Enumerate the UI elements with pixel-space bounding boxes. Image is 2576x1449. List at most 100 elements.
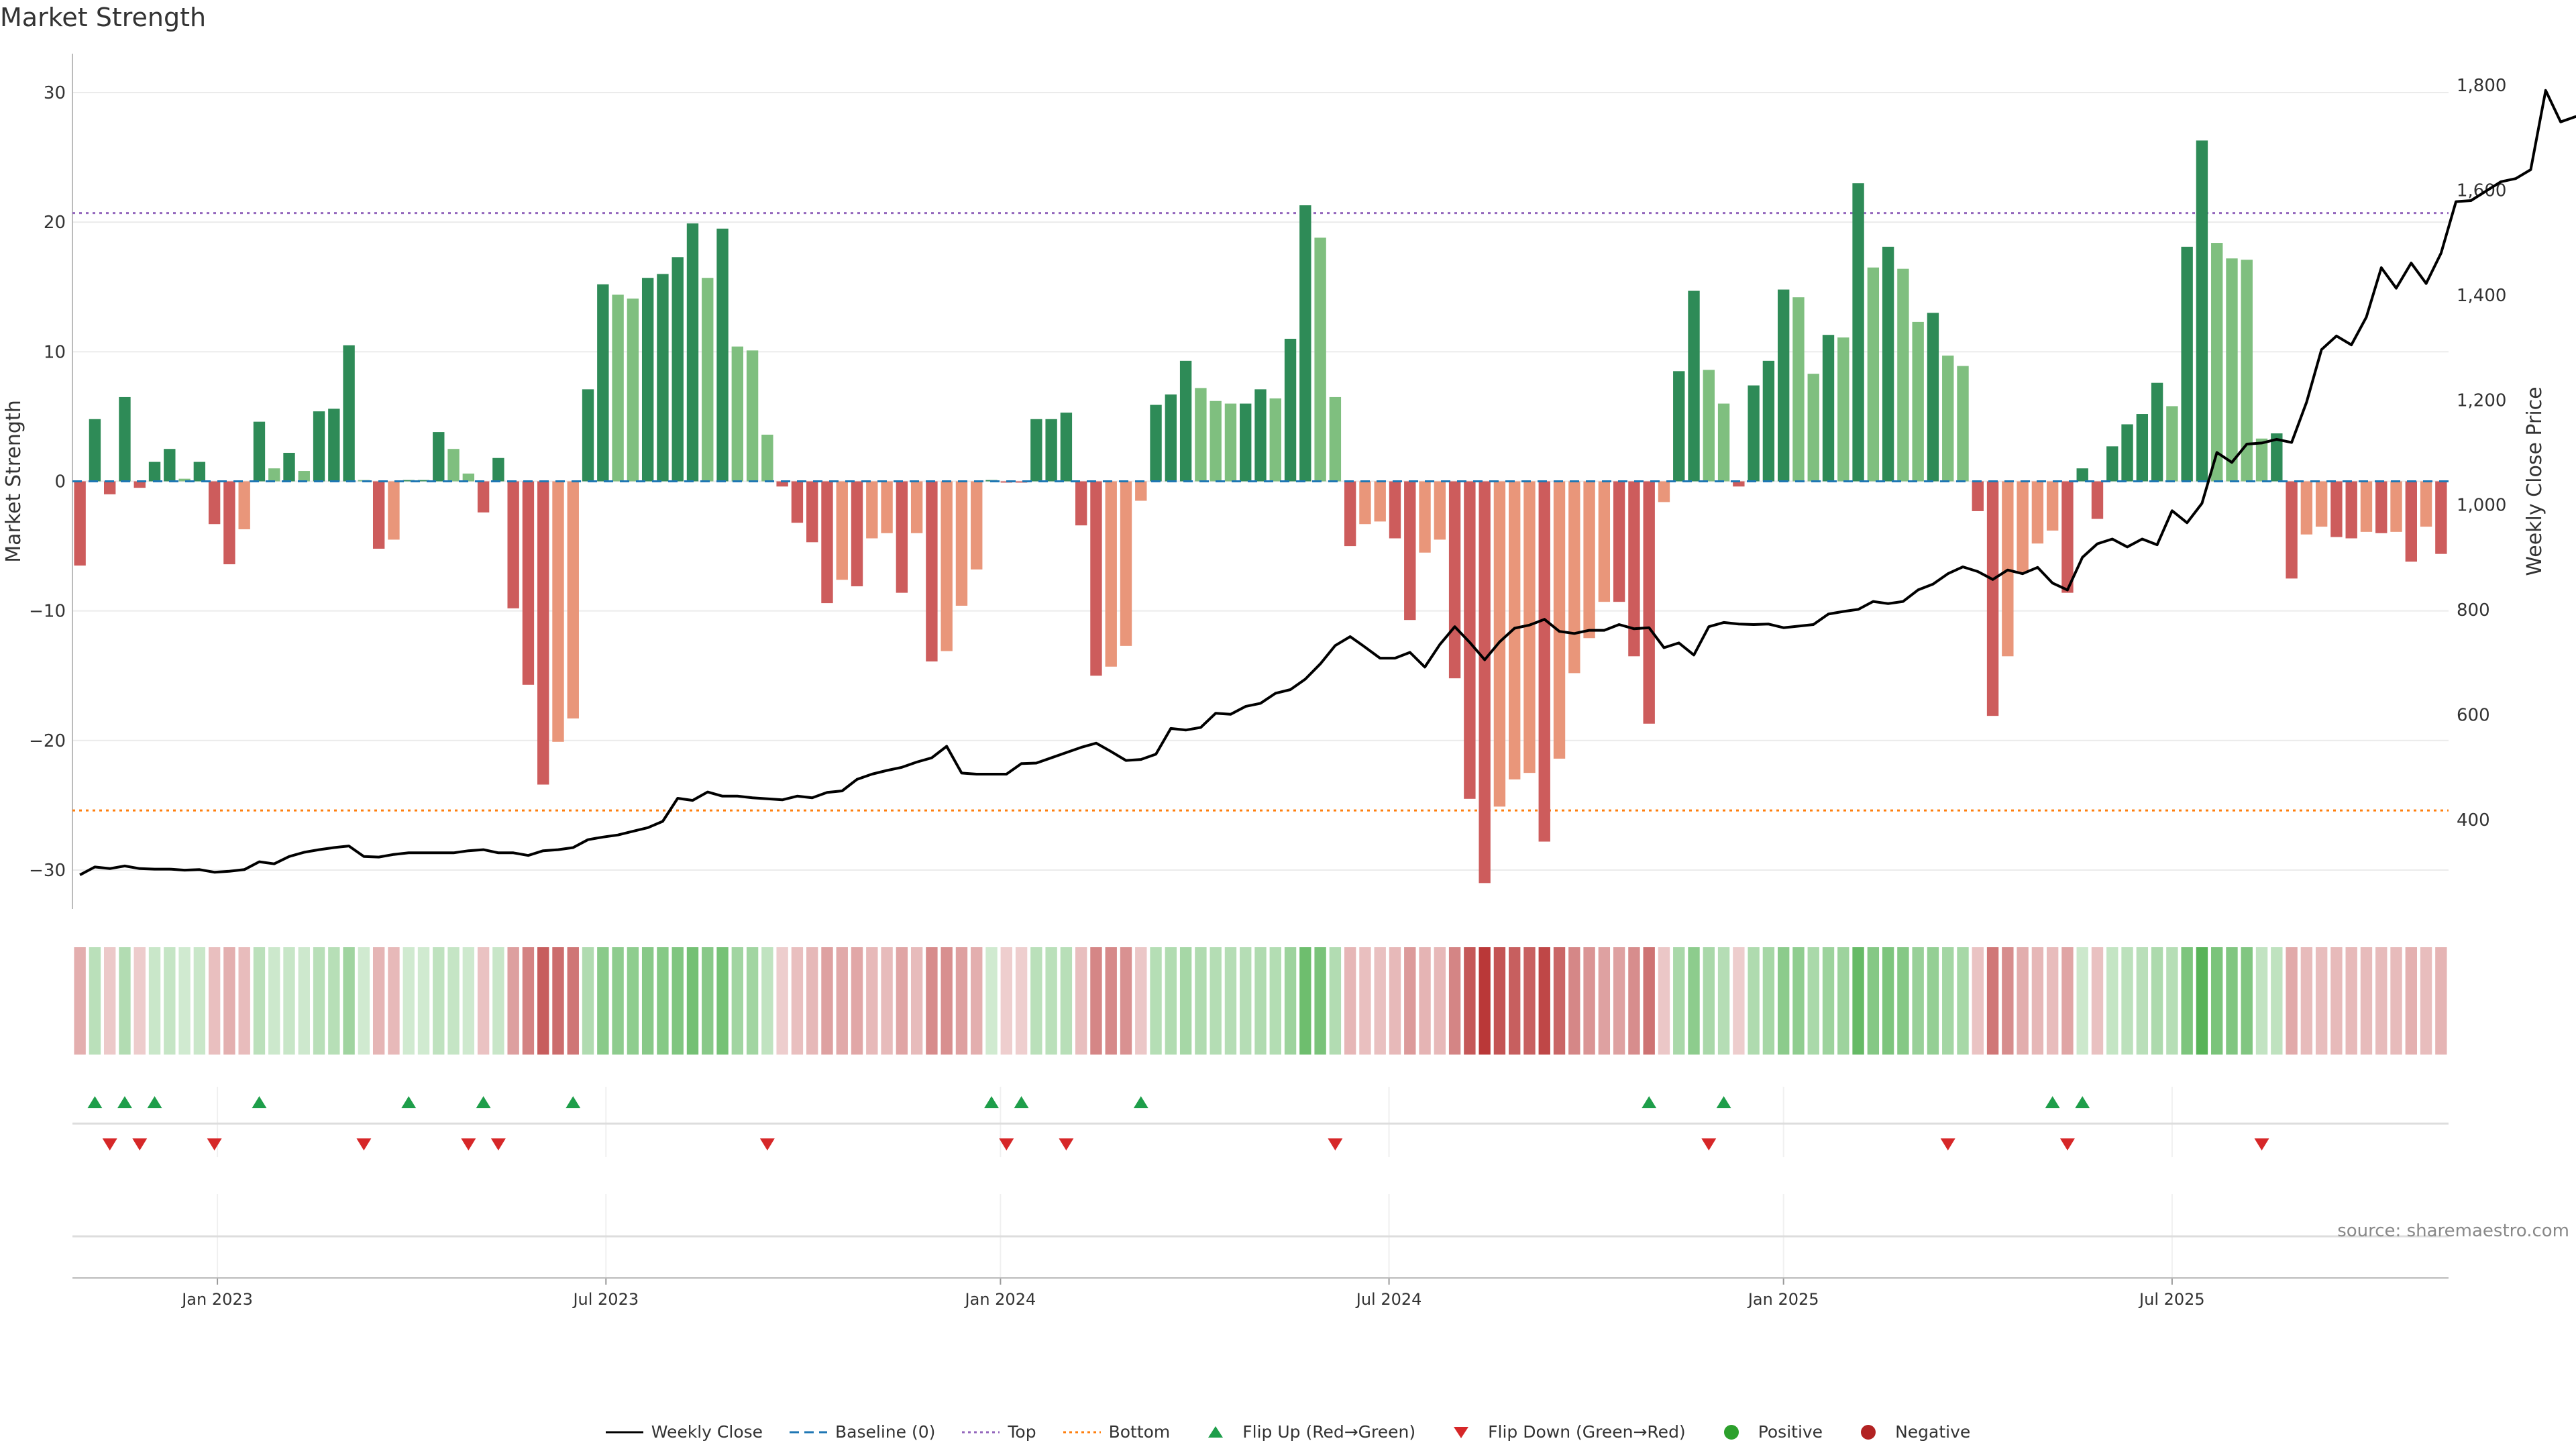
strength-bar xyxy=(372,481,385,549)
strength-heat-cell xyxy=(2405,947,2417,1055)
strength-heat-cell xyxy=(627,947,639,1055)
strength-heat-cell xyxy=(1120,947,1132,1055)
strength-heat-cell xyxy=(1957,947,1969,1055)
strength-heat-cell xyxy=(2211,947,2223,1055)
flip-down-marker xyxy=(1940,1138,1955,1150)
strength-heat-cell xyxy=(1000,947,1012,1055)
strength-heat-cell xyxy=(1509,947,1521,1055)
strength-bar xyxy=(1912,321,1924,482)
strength-heat-cell xyxy=(955,947,968,1055)
strength-heat-cell xyxy=(133,947,146,1055)
strength-bar xyxy=(2046,481,2059,531)
strength-heat-cell xyxy=(2286,947,2298,1055)
strength-heat-cell xyxy=(74,947,86,1055)
strength-bar xyxy=(402,480,415,482)
strength-bar xyxy=(1509,481,1521,780)
flip-down-marker xyxy=(1701,1138,1717,1150)
flip-down-marker xyxy=(999,1138,1014,1150)
strength-heat-cell xyxy=(522,947,535,1055)
x-tick-label: Jan 2025 xyxy=(1747,1290,1819,1309)
strength-heat-cell xyxy=(1882,947,1894,1055)
strength-bar xyxy=(1404,481,1416,621)
strength-heat-cell xyxy=(2151,947,2163,1055)
strength-heat-cell xyxy=(836,947,848,1055)
strength-bar xyxy=(2420,481,2432,527)
legend-swatch xyxy=(1723,1424,1739,1440)
strength-heat-cell xyxy=(388,947,400,1055)
legend-item: Positive xyxy=(1713,1422,1823,1442)
strength-bar xyxy=(2390,481,2402,532)
strength-bar xyxy=(1777,289,1790,482)
strength-bar xyxy=(1359,481,1371,525)
x-tick-label: Jan 2023 xyxy=(180,1290,253,1309)
strength-bar xyxy=(1479,481,1491,883)
strength-heat-cell xyxy=(537,947,549,1055)
legend-swatch xyxy=(790,1431,828,1433)
strength-bar xyxy=(627,299,639,482)
legend-swatch xyxy=(1063,1431,1101,1433)
strength-bar xyxy=(537,481,549,785)
strength-bar xyxy=(1075,481,1087,526)
legend-swatch-shape xyxy=(1861,1424,1876,1440)
strength-heat-cell xyxy=(2136,947,2149,1055)
strength-heat-cell xyxy=(1314,947,1326,1055)
flip-up-marker xyxy=(1014,1096,1029,1108)
legend-label: Negative xyxy=(1895,1422,1971,1442)
strength-heat-cell xyxy=(1748,947,1760,1055)
strength-heat-cell xyxy=(492,947,504,1055)
strength-heat-cell xyxy=(1972,947,1984,1055)
strength-heat-cell xyxy=(104,947,116,1055)
strength-heat-cell xyxy=(1912,947,1924,1055)
strength-bar xyxy=(238,481,250,529)
y-left-tick-label: −30 xyxy=(29,861,66,881)
strength-heat-cell xyxy=(238,947,250,1055)
flip-down-marker xyxy=(1328,1138,1343,1150)
strength-bar xyxy=(761,434,773,482)
legend-swatch xyxy=(962,1431,1000,1433)
strength-heat-cell xyxy=(1837,947,1849,1055)
strength-bar xyxy=(851,481,863,586)
strength-bar xyxy=(1329,396,1342,482)
strength-heat-cell xyxy=(926,947,938,1055)
strength-heat-cell xyxy=(89,947,101,1055)
strength-heat-cell xyxy=(746,947,759,1055)
strength-bar xyxy=(1165,394,1177,482)
flip-up-marker xyxy=(401,1096,417,1108)
strength-bar xyxy=(119,396,131,482)
strength-heat-cell xyxy=(716,947,729,1055)
strength-bar xyxy=(1972,481,1984,511)
flip-down-marker xyxy=(759,1138,775,1150)
strength-bar xyxy=(1045,419,1057,482)
strength-heat-cell xyxy=(702,947,714,1055)
strength-heat-cell xyxy=(612,947,624,1055)
chart-title: Market Strength xyxy=(0,3,207,32)
strength-bar xyxy=(2360,481,2373,532)
flip-down-marker xyxy=(461,1138,476,1150)
x-tick-label: Jul 2024 xyxy=(1355,1290,1422,1309)
strength-heat-cell xyxy=(1210,947,1222,1055)
strength-bar xyxy=(1568,481,1580,674)
strength-heat-cell xyxy=(1254,947,1267,1055)
strength-heat-cell xyxy=(1553,947,1566,1055)
strength-bar xyxy=(597,284,609,482)
strength-heat-cell xyxy=(641,947,654,1055)
legend-label: Flip Down (Green→Red) xyxy=(1488,1422,1686,1442)
strength-bar xyxy=(1389,481,1401,539)
strength-bar xyxy=(1613,481,1625,602)
flip-down-marker xyxy=(2059,1138,2075,1150)
strength-bar xyxy=(328,409,340,482)
strength-heat-cell xyxy=(1807,947,1819,1055)
strength-heat-cell xyxy=(2435,947,2447,1055)
strength-heat-cell xyxy=(985,947,998,1055)
strength-bar xyxy=(1150,405,1162,482)
strength-heat-cell xyxy=(119,947,131,1055)
strength-bar xyxy=(2076,468,2088,482)
strength-heat-cell xyxy=(507,947,519,1055)
flip-down-marker xyxy=(132,1138,148,1150)
strength-bar xyxy=(806,481,818,543)
flip-down-marker xyxy=(490,1138,506,1150)
strength-heat-cell xyxy=(1060,947,1073,1055)
strength-bar xyxy=(208,481,221,525)
strength-bar xyxy=(1807,374,1819,482)
strength-heat-cell xyxy=(2166,947,2178,1055)
